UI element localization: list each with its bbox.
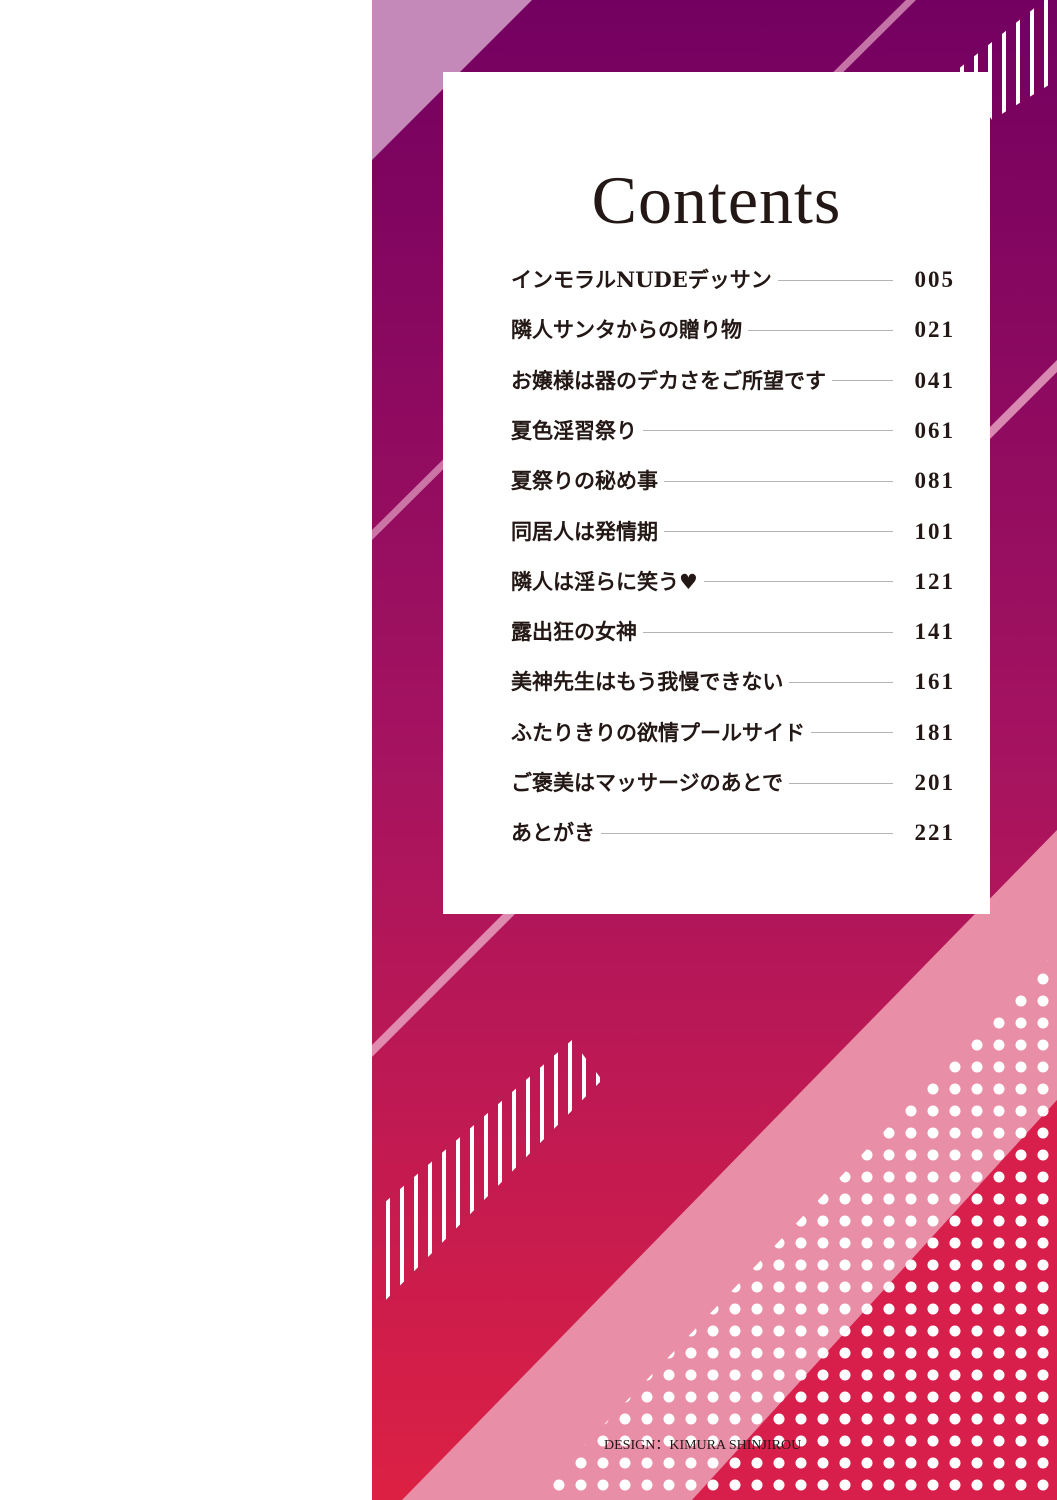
entry-page: 141 — [914, 619, 955, 645]
entry-title: 隣人サンタからの贈り物 — [511, 317, 742, 343]
toc-entry[interactable]: あとがき 221 — [511, 818, 955, 848]
entry-page: 221 — [914, 820, 955, 846]
entry-title: インモラルNUDEデッサン — [511, 267, 772, 292]
entry-page: 101 — [914, 518, 955, 544]
entry-page: 061 — [914, 417, 955, 443]
leader-line — [664, 480, 893, 482]
entry-title: お嬢様は器のデカさをご所望です — [511, 367, 826, 393]
toc-entry[interactable]: 同居人は発情期 101 — [511, 517, 955, 547]
entry-page: 041 — [914, 367, 955, 393]
toc-entry[interactable]: 隣人サンタからの贈り物 021 — [511, 315, 955, 345]
toc-entry[interactable]: お嬢様は器のデカさをご所望です 041 — [511, 366, 955, 396]
entry-title: あとがき — [511, 820, 595, 846]
contents-card: Contents インモラルNUDEデッサン 005 隣人サンタからの贈り物 021 お… — [443, 72, 990, 914]
page-title: Contents — [591, 162, 842, 238]
entry-title: 同居人は発情期 — [511, 518, 658, 544]
entry-page: 181 — [914, 719, 955, 745]
toc-entry[interactable]: ふたりきりの欲情プールサイド 181 — [511, 718, 955, 748]
entry-title: 隣人は淫らに笑う♥ — [511, 568, 698, 594]
entry-page: 161 — [914, 669, 955, 695]
leader-line — [643, 430, 893, 432]
entry-title: ご褒美はマッサージのあとで — [511, 770, 783, 795]
toc-entry[interactable]: 夏祭りの秘め事 081 — [511, 466, 955, 496]
toc-entry[interactable]: インモラルNUDEデッサン 005 — [511, 265, 955, 295]
toc-entry[interactable]: 露出狂の女神 141 — [511, 617, 955, 647]
toc-entry[interactable]: ご褒美はマッサージのあとで 201 — [511, 768, 955, 798]
entry-title: 美神先生はもう我慢できない — [511, 669, 784, 695]
entry-title: 夏祭りの秘め事 — [511, 468, 658, 494]
leader-line — [777, 279, 893, 281]
leader-line — [748, 329, 893, 331]
dots-red — [692, 1100, 1057, 1500]
entry-title: ふたりきりの欲情プールサイド — [511, 719, 805, 745]
entry-page: 021 — [914, 317, 955, 343]
leader-line — [703, 581, 893, 583]
entry-page: 201 — [914, 770, 955, 795]
toc-entry[interactable]: 夏色淫習祭り 061 — [511, 416, 955, 446]
entry-page: 121 — [914, 568, 955, 594]
entry-title: 露出狂の女神 — [511, 619, 637, 645]
leader-line — [643, 631, 893, 633]
stripes-lower — [376, 1040, 602, 1310]
toc-entry[interactable]: 美神先生はもう我慢できない 161 — [511, 667, 955, 697]
entry-title: 夏色淫習祭り — [511, 417, 637, 443]
entry-page: 081 — [914, 468, 955, 494]
leader-line — [832, 380, 893, 382]
leader-line — [788, 782, 893, 784]
design-credit: DESIGN：KIMURA SHINJIROU — [604, 1438, 802, 1453]
leader-line — [664, 531, 893, 532]
entry-page: 005 — [914, 267, 955, 292]
leader-line — [601, 832, 893, 834]
leader-line — [789, 681, 893, 683]
leader-line — [811, 732, 893, 734]
toc-entry[interactable]: 隣人は淫らに笑う♥ 121 — [511, 567, 955, 597]
